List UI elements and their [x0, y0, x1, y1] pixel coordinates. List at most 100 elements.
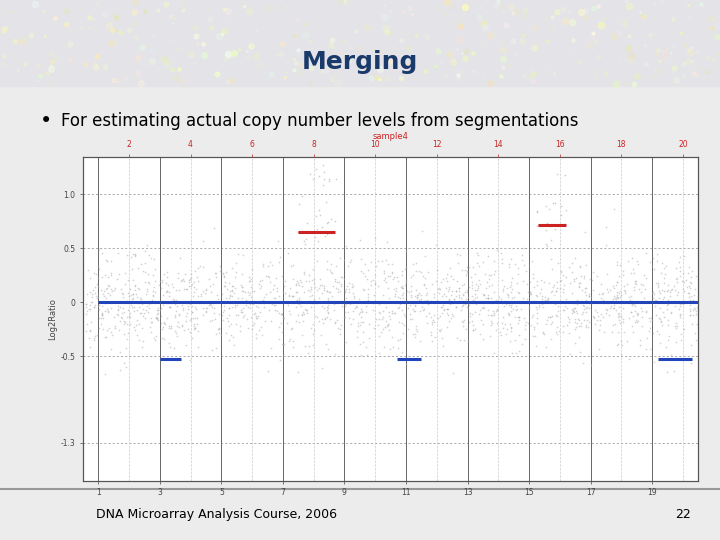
Point [199, 289, 211, 298]
Point [342, 308, 354, 316]
Point [400, 247, 412, 255]
Point [674, 309, 685, 318]
Point [93, 305, 104, 314]
Point [243, 273, 254, 281]
Point [351, 333, 363, 341]
Point [502, 293, 513, 302]
Point [559, 170, 571, 179]
Point [523, 262, 534, 271]
Point [482, 294, 494, 302]
Point [266, 343, 277, 352]
Point [372, 282, 384, 291]
Point [416, 227, 428, 236]
Point [500, 299, 512, 308]
Point [651, 327, 662, 335]
Point [274, 308, 285, 317]
Point [186, 308, 198, 316]
Point [303, 276, 315, 285]
Point [593, 345, 605, 354]
Point [615, 349, 626, 358]
Point [670, 319, 681, 327]
Point [426, 297, 437, 306]
Point [611, 261, 623, 270]
Point [94, 324, 105, 333]
Point [387, 275, 398, 284]
Point [320, 231, 331, 240]
Point [142, 284, 153, 293]
Point [246, 286, 257, 295]
Point [488, 349, 500, 357]
Point [219, 299, 230, 307]
Point [147, 271, 158, 279]
Point [279, 340, 290, 349]
Point [127, 303, 139, 312]
Point [224, 292, 235, 301]
Point [559, 281, 570, 290]
Point [658, 279, 670, 287]
Point [204, 300, 215, 309]
Point [240, 295, 252, 304]
Point [626, 308, 637, 316]
Point [303, 341, 315, 350]
Point [332, 278, 343, 286]
Point [105, 269, 117, 278]
Point [511, 279, 523, 287]
Point [656, 321, 667, 329]
Point [539, 293, 551, 302]
Point [271, 274, 282, 282]
Point [266, 300, 278, 308]
Point [122, 275, 133, 284]
Point [670, 274, 681, 283]
Point [425, 330, 436, 339]
Point [585, 275, 596, 284]
Point [459, 266, 470, 274]
Point [223, 293, 235, 302]
Point [235, 282, 247, 291]
Point [364, 320, 375, 328]
Point [163, 302, 174, 311]
Point [200, 285, 212, 293]
Point [253, 312, 264, 321]
Point [624, 293, 635, 301]
Point [563, 318, 575, 326]
Point [560, 273, 572, 281]
Point [511, 305, 523, 313]
Point [307, 265, 318, 274]
Point [143, 251, 155, 259]
Point [660, 262, 672, 271]
Point [545, 288, 557, 296]
Point [187, 314, 199, 323]
Point [277, 277, 289, 286]
Point [518, 277, 529, 286]
Point [388, 273, 400, 281]
Point [392, 304, 403, 313]
Point [329, 277, 341, 286]
Point [479, 269, 490, 278]
Point [421, 288, 433, 297]
Point [334, 287, 346, 295]
Point [122, 251, 133, 260]
Point [189, 319, 200, 328]
Point [171, 301, 183, 310]
Point [459, 300, 471, 308]
Point [163, 322, 175, 330]
Point [544, 313, 555, 321]
Point [130, 321, 141, 329]
Point [165, 322, 176, 330]
Point [665, 286, 676, 294]
Point [351, 302, 363, 311]
Point [628, 312, 639, 320]
Point [128, 322, 140, 331]
Point [659, 313, 670, 321]
Point [273, 322, 284, 331]
Point [643, 313, 654, 322]
Point [655, 269, 667, 278]
Point [320, 340, 331, 348]
Point [120, 318, 131, 327]
Point [341, 282, 353, 291]
Point [488, 310, 500, 319]
Point [597, 288, 608, 297]
Point [613, 288, 624, 297]
Point [418, 297, 430, 306]
Point [298, 288, 310, 296]
